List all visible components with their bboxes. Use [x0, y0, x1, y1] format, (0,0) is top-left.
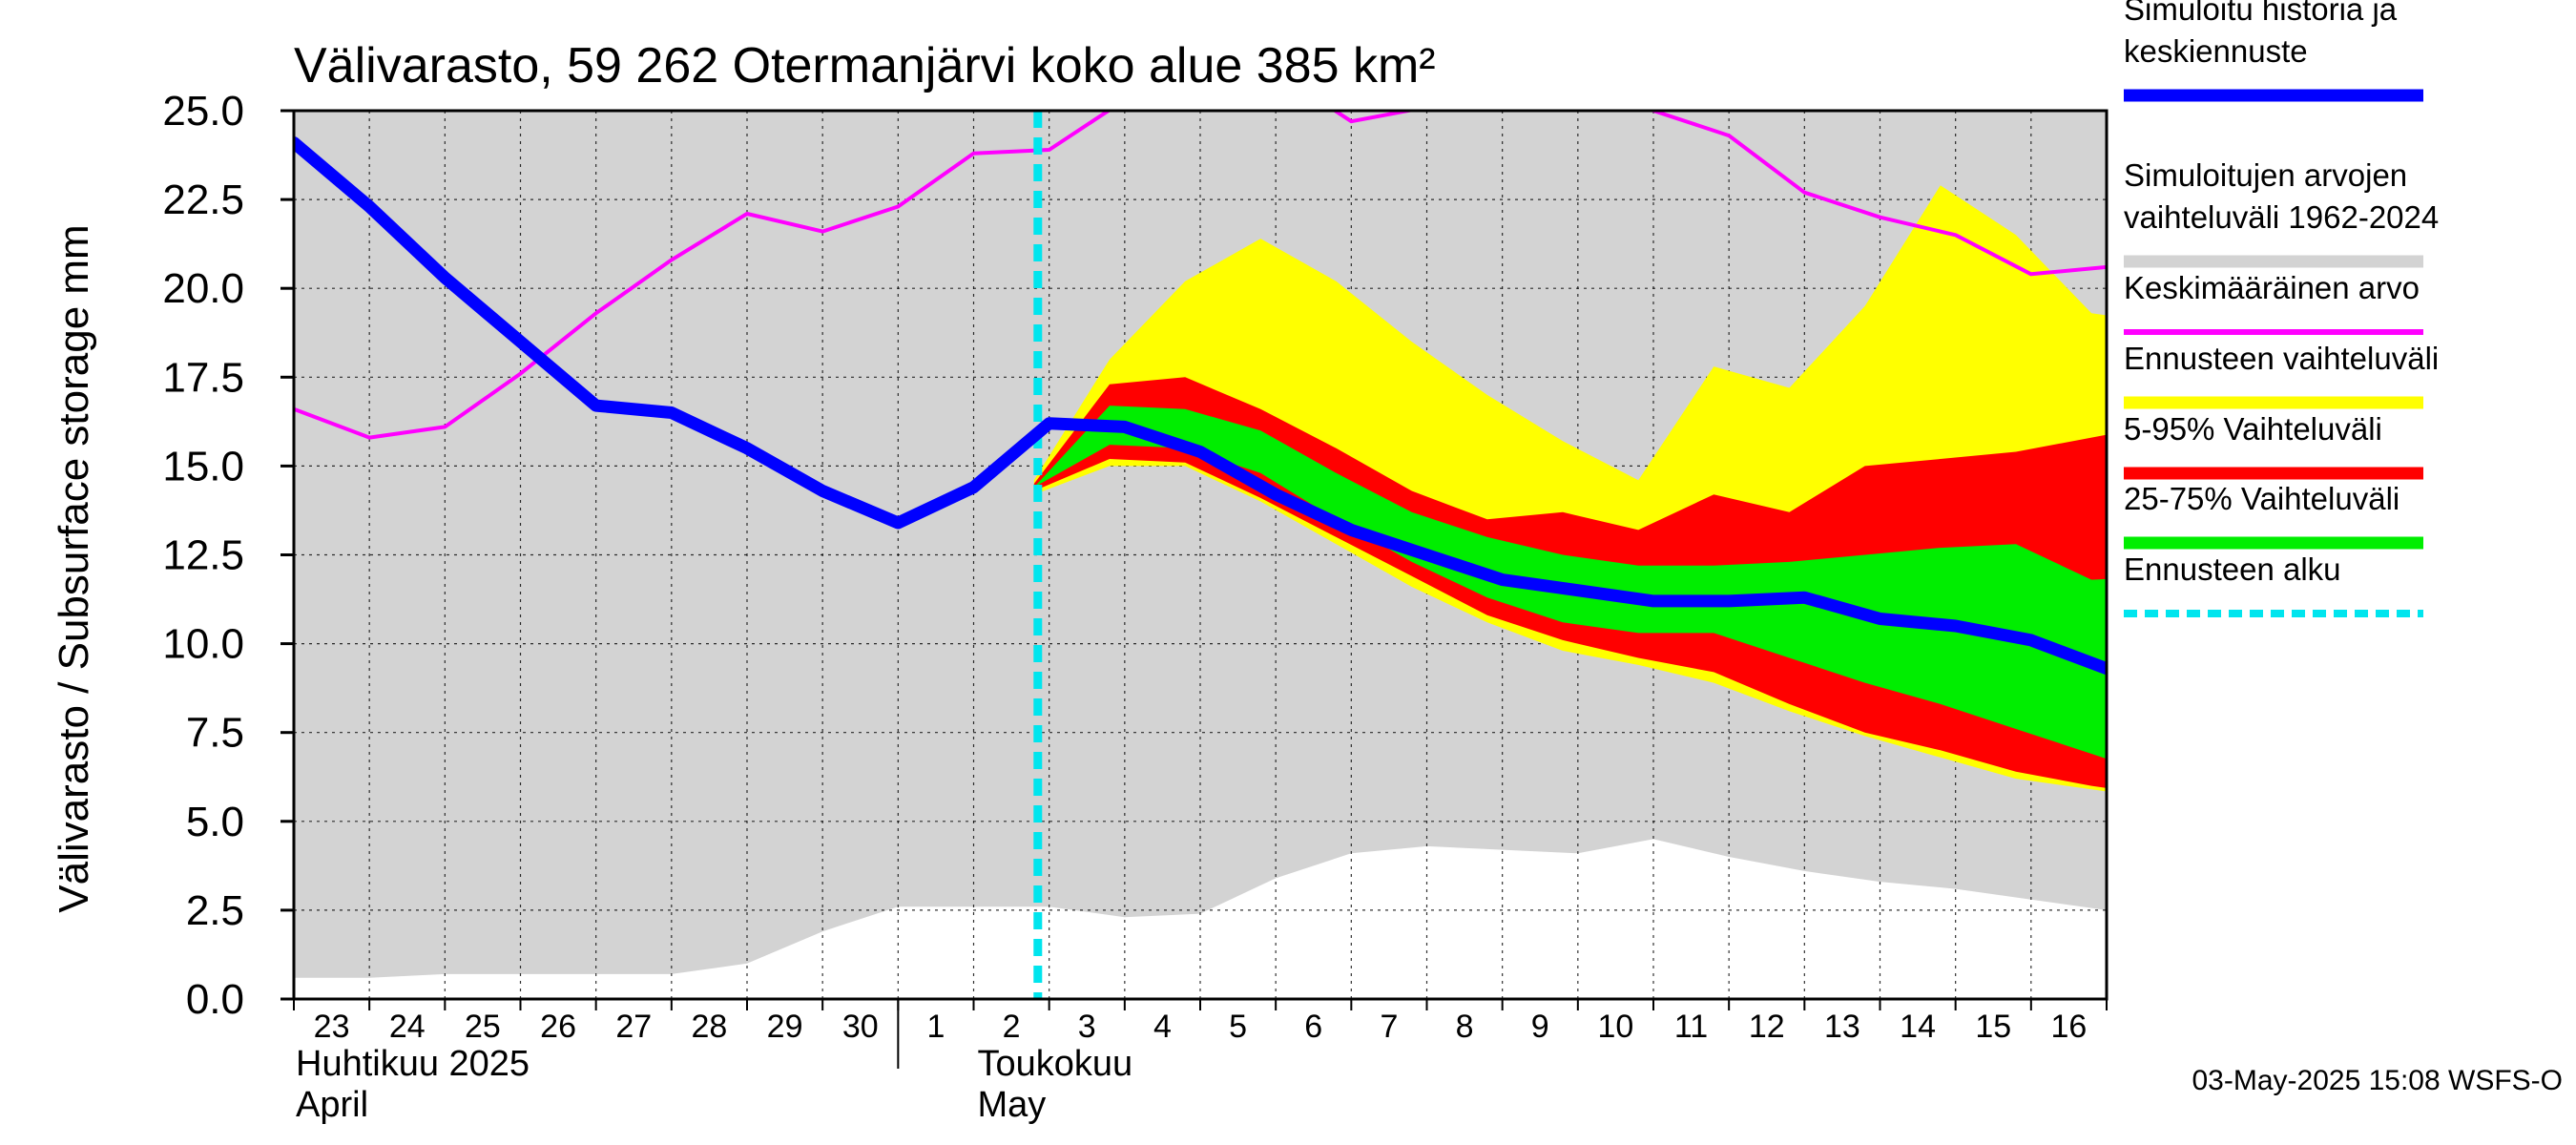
- y-tick-label: 17.5: [162, 354, 244, 401]
- y-tick-label: 0.0: [186, 976, 244, 1023]
- legend-label: 5-95% Vaihteluväli: [2124, 411, 2382, 447]
- legend-label: vaihteluväli 1962-2024: [2124, 199, 2439, 235]
- legend-swatch: [2124, 329, 2423, 335]
- x-tick-label: 14: [1900, 1009, 1936, 1045]
- legend-label: 25-75% Vaihteluväli: [2124, 481, 2399, 516]
- y-tick-label: 10.0: [162, 621, 244, 668]
- x-tick-label: 12: [1749, 1009, 1785, 1045]
- chart-title: Välivarasto, 59 262 Otermanjärvi koko al…: [294, 38, 1436, 94]
- month-label-en: April: [296, 1085, 368, 1125]
- x-tick-label: 15: [1975, 1009, 2011, 1045]
- series-keskimaarainen-arvo: [294, 111, 2107, 440]
- x-tick-label: 9: [1531, 1009, 1549, 1045]
- legend-swatch: [2124, 536, 2423, 550]
- legend-label: Ennusteen vaihteluväli: [2124, 341, 2439, 376]
- month-label-en: May: [977, 1085, 1046, 1125]
- x-tick-label: 2: [1003, 1009, 1021, 1045]
- month-label: Huhtikuu 2025: [296, 1044, 530, 1084]
- legend-swatch: [2124, 89, 2423, 102]
- legend: Simuloitu historia ja keskiennuste Simuloi…: [2124, 0, 2439, 617]
- y-tick-label: 25.0: [162, 88, 244, 135]
- legend-label: Ennusteen alku: [2124, 552, 2341, 587]
- x-tick-label: 7: [1380, 1009, 1398, 1045]
- y-tick-label: 2.5: [186, 887, 244, 934]
- x-tick-label: 29: [767, 1009, 803, 1045]
- plot-area: [292, 109, 2109, 1001]
- y-tick-label: 5.0: [186, 799, 244, 845]
- y-tick-label: 22.5: [162, 177, 244, 223]
- month-label: Toukokuu: [977, 1044, 1132, 1084]
- x-tick-label: 1: [926, 1009, 945, 1045]
- band-25-75-vaihteluvali: [1033, 406, 2107, 760]
- y-tick-label: 20.0: [162, 265, 244, 312]
- x-tick-label: 5: [1229, 1009, 1247, 1045]
- x-tick-label: 4: [1153, 1009, 1172, 1045]
- x-tick-label: 28: [692, 1009, 728, 1045]
- y-tick-label: 7.5: [186, 710, 244, 757]
- y-tick-label: 15.0: [162, 443, 244, 489]
- y-axis-label: Välivarasto / Subsurface storage mm: [51, 224, 97, 912]
- legend-label: keskiennuste: [2124, 33, 2308, 69]
- x-tick-label: 23: [314, 1009, 350, 1045]
- x-tick-label: 13: [1824, 1009, 1860, 1045]
- x-tick-label: 11: [1674, 1009, 1708, 1045]
- x-tick-label: 16: [2051, 1009, 2088, 1045]
- x-tick-label: 8: [1456, 1009, 1474, 1045]
- series-simuloitu-historia-ja-keskiennuste: [294, 136, 2107, 676]
- x-tick-label: 10: [1598, 1009, 1634, 1045]
- legend-label: Simuloitujen arvojen: [2124, 157, 2407, 193]
- x-tick-label: 25: [465, 1009, 501, 1045]
- x-tick-label: 3: [1078, 1009, 1096, 1045]
- y-tick-label: 12.5: [162, 532, 244, 579]
- timestamp-label: 03-May-2025 15:08 WSFS-O: [2192, 1065, 2564, 1096]
- x-tick-label: 24: [389, 1009, 426, 1045]
- x-tick-label: 6: [1304, 1009, 1322, 1045]
- legend-label: Simuloitu historia ja: [2124, 0, 2398, 27]
- x-tick-label: 30: [842, 1009, 879, 1045]
- legend-swatch: [2124, 255, 2423, 268]
- legend-swatch: [2124, 467, 2423, 480]
- x-tick-label: 27: [615, 1009, 652, 1045]
- x-tick-label: 26: [540, 1009, 576, 1045]
- legend-label: Keskimääräinen arvo: [2124, 270, 2420, 305]
- legend-swatch: [2124, 396, 2423, 409]
- axis-ticks: 0.0 2.5 5.0 7.5 10.0 12.5 15.0 17.5 20.0 22.5 25.0…: [162, 88, 2108, 1125]
